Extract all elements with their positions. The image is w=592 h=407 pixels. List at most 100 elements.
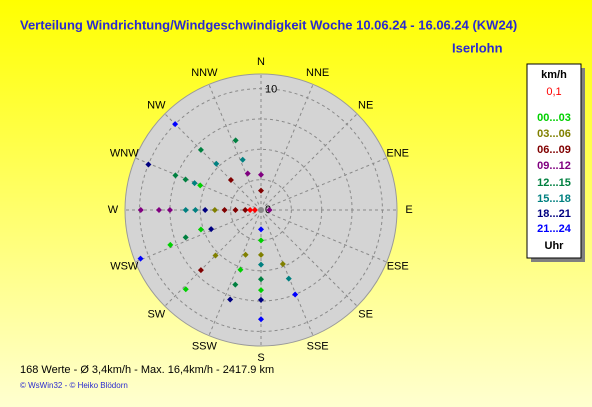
spoke (260, 209, 358, 307)
minor-ring (199, 148, 323, 272)
data-point (258, 237, 264, 244)
direction-label: NE (358, 99, 373, 111)
data-point (213, 160, 220, 167)
data-point (145, 161, 152, 168)
data-point (258, 261, 264, 268)
data-point (227, 176, 234, 183)
legend-entry: 00...03 (537, 112, 571, 124)
direction-label: W (108, 204, 119, 216)
spoke (260, 113, 358, 211)
spoke (260, 84, 314, 211)
data-point (258, 316, 264, 323)
direction-label: SW (147, 309, 165, 321)
subtitle: Iserlohn (452, 40, 503, 55)
data-point (182, 207, 189, 213)
data-point (166, 207, 173, 213)
minor-ring (169, 118, 353, 302)
direction-label: ENE (386, 147, 409, 159)
legend-entry: 09...12 (537, 160, 571, 172)
legend-entry: 15...18 (537, 193, 571, 205)
data-point (172, 172, 179, 179)
data-point (239, 156, 246, 163)
data-point (232, 281, 239, 288)
direction-label: WSW (110, 261, 139, 273)
direction-label: N (257, 56, 265, 68)
data-point (197, 267, 204, 274)
data-point (292, 291, 299, 298)
data-point (232, 137, 239, 144)
data-point (258, 276, 264, 283)
data-point (212, 252, 219, 259)
grid-ring (139, 88, 383, 332)
data-point (258, 226, 264, 233)
direction-label: WNW (110, 147, 139, 159)
spoke (208, 84, 262, 211)
data-point (182, 176, 189, 183)
direction-label: ESE (387, 261, 409, 273)
legend-title: km/h (541, 69, 567, 81)
data-point (182, 286, 189, 293)
data-point (244, 170, 251, 177)
direction-label: SSE (307, 341, 329, 353)
data-point (279, 261, 286, 268)
data-point (227, 296, 234, 303)
data-point (211, 207, 218, 213)
data-point (156, 207, 162, 213)
data-point (237, 266, 244, 273)
spoke (260, 209, 387, 263)
legend-footer: Uhr (545, 240, 565, 252)
data-point (221, 207, 228, 213)
minor-ring (230, 179, 292, 241)
data-point (242, 251, 249, 258)
r-tick-label: 10 (265, 83, 277, 95)
data-point (191, 180, 198, 187)
chart-title: Verteilung Windrichtung/Windgeschwindigk… (20, 17, 517, 32)
data-point (258, 187, 264, 194)
spoke (164, 209, 262, 307)
data-point (137, 255, 144, 262)
data-point (258, 287, 264, 294)
data-point (197, 226, 204, 233)
legend-entry: 18...21 (537, 208, 571, 220)
data-point (137, 207, 144, 213)
data-point (242, 207, 249, 213)
legend-box (526, 63, 582, 259)
data-point (232, 207, 239, 213)
footer: 168 Werte - Ø 3,4km/h - Max. 16,4km/h - … (20, 364, 274, 376)
data-point (247, 207, 254, 213)
data-point (167, 241, 174, 248)
spoke (135, 209, 262, 263)
legend-entry: 06...09 (537, 144, 571, 156)
data-point (197, 146, 204, 153)
data-point (251, 207, 258, 213)
direction-label: NNE (306, 67, 329, 79)
spoke (260, 209, 314, 336)
data-point (258, 171, 264, 178)
data-point (202, 207, 209, 213)
data-point (197, 182, 204, 189)
legend-entry: 21...24 (537, 223, 572, 235)
spoke (260, 157, 387, 211)
direction-label: NNW (191, 67, 218, 79)
direction-label: SE (358, 309, 373, 321)
direction-label: E (405, 204, 412, 216)
data-point (266, 207, 273, 213)
data-point (172, 121, 179, 128)
legend-entry: 12...15 (537, 177, 571, 189)
legend-entry: 0,1 (546, 86, 561, 98)
spoke (135, 157, 262, 211)
spoke (164, 113, 262, 211)
data-point (182, 234, 189, 241)
direction-label: NW (147, 99, 166, 111)
data-point (285, 275, 292, 282)
direction-label: S (257, 352, 264, 364)
data-point (192, 207, 199, 213)
data-point (258, 296, 264, 303)
direction-label: SSW (192, 341, 218, 353)
spoke (208, 209, 262, 336)
data-point (258, 251, 264, 258)
legend-entry: 03...06 (537, 128, 571, 140)
data-point (208, 226, 215, 233)
credit: © WsWin32 - © Heiko Blödorn (20, 381, 128, 390)
